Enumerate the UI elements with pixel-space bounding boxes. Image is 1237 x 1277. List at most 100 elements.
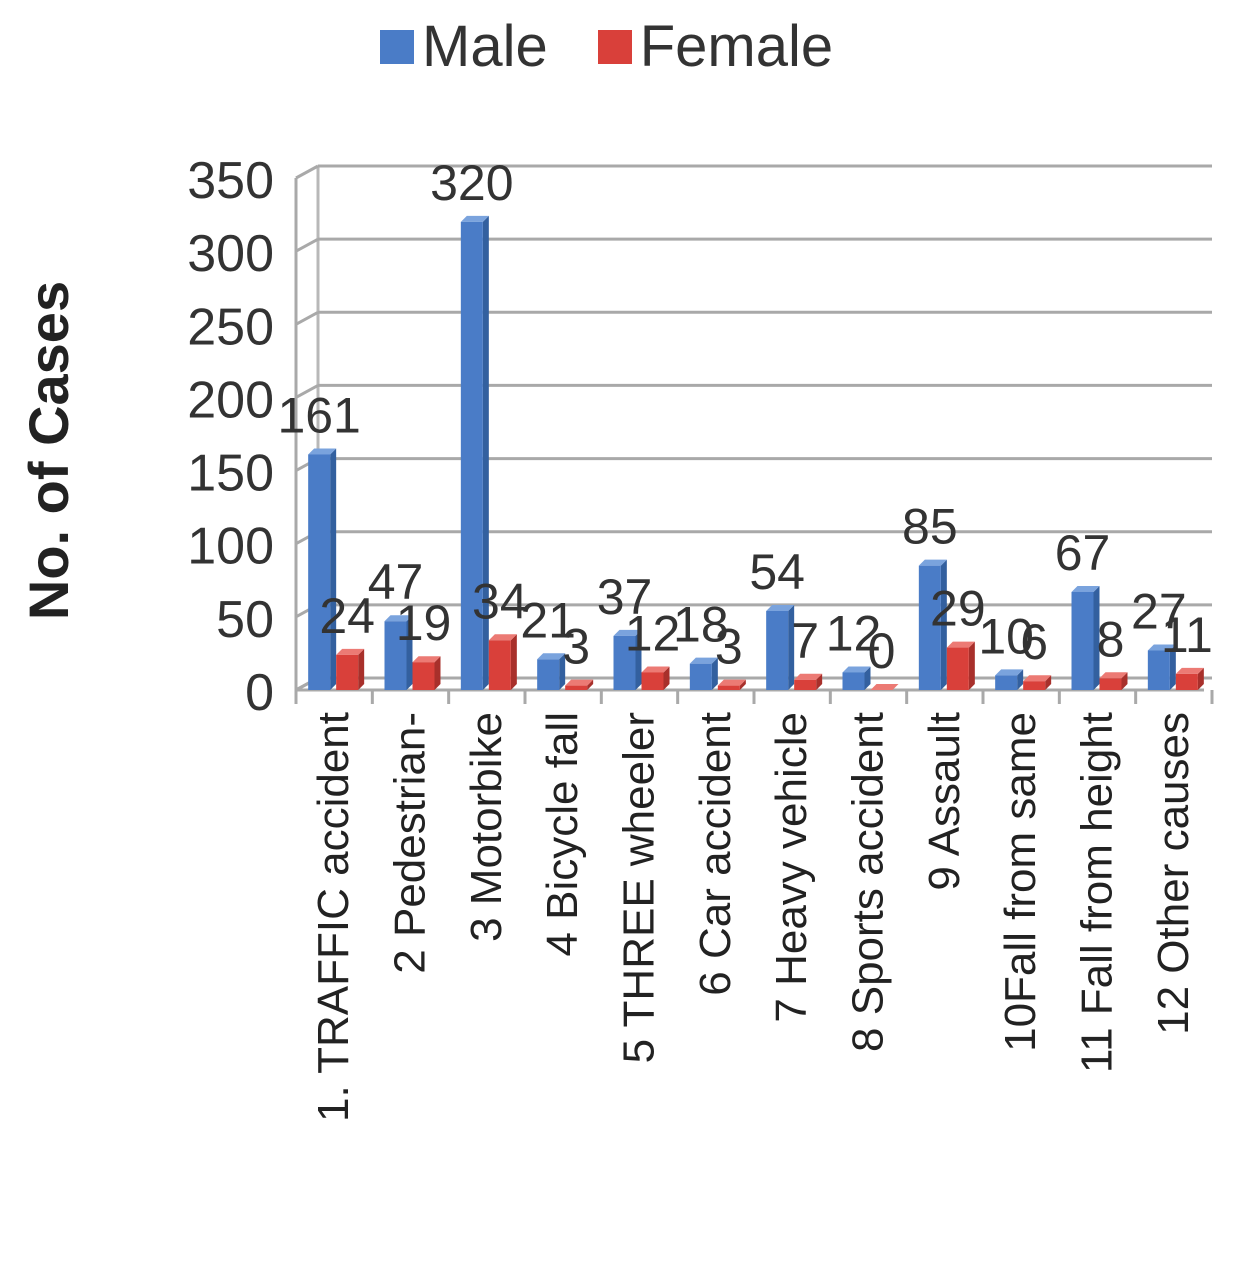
data-label-female-5: 12 <box>625 605 681 661</box>
bar-top-male-8 <box>842 666 871 673</box>
x-tick-label-8: 8 Sports accident <box>844 712 893 1052</box>
bar-side-male-11 <box>1093 585 1100 690</box>
bar-male-4 <box>537 659 560 690</box>
bar-top-male-7 <box>766 605 795 612</box>
y-tick-label: 300 <box>187 225 274 283</box>
bar-top-male-11 <box>1071 585 1100 592</box>
bar-male-6 <box>689 663 712 690</box>
x-tick-label-9: 9 Assault <box>920 712 969 891</box>
bar-side-female-9 <box>968 641 975 690</box>
bar-male-7 <box>766 611 789 690</box>
data-label-female-11: 8 <box>1097 611 1125 667</box>
data-label-male-12: 27 <box>1131 584 1187 640</box>
bar-female-7 <box>794 679 817 690</box>
legend-label-female: Female <box>639 14 834 79</box>
bar-female-1 <box>336 654 359 690</box>
bar-top-male-12 <box>1147 644 1176 651</box>
bar-top-male-5 <box>613 629 642 636</box>
bar-male-11 <box>1071 591 1094 690</box>
bar-top-female-11 <box>1099 672 1128 679</box>
bar-side-male-12 <box>1169 644 1176 690</box>
y-tick-label: 100 <box>187 518 274 576</box>
gridline-depth <box>295 384 319 399</box>
bar-top-male-4 <box>537 653 566 660</box>
legend-swatch-male <box>380 30 414 64</box>
bar-side-male-2 <box>406 615 413 690</box>
legend: Male Female <box>380 12 833 82</box>
y-tick-label: 50 <box>216 591 274 649</box>
bar-top-male-6 <box>689 657 718 664</box>
bar-side-male-4 <box>559 653 566 690</box>
bar-female-6 <box>717 685 740 690</box>
legend-label-male: Male <box>422 14 548 79</box>
x-tick-label-10: 10Fall from same <box>996 712 1045 1052</box>
data-label-male-10: 10 <box>978 608 1034 664</box>
data-label-female-12: 11 <box>1161 607 1213 663</box>
data-label-female-3: 34 <box>472 573 528 629</box>
bar-top-female-5 <box>641 666 670 673</box>
bar-side-female-11 <box>1121 672 1128 690</box>
y-tick-label: 150 <box>187 445 274 503</box>
bar-top-female-6 <box>717 679 746 686</box>
data-label-male-6: 18 <box>673 597 729 653</box>
bar-side-male-6 <box>711 657 718 690</box>
data-label-male-5: 37 <box>597 569 653 625</box>
bar-top-female-8 <box>870 684 899 690</box>
data-label-male-9: 85 <box>902 499 958 555</box>
bar-male-1 <box>308 454 331 690</box>
bar-side-female-12 <box>1197 667 1204 690</box>
gridline-depth <box>295 310 319 326</box>
bar-side-female-7 <box>816 673 823 690</box>
bar-side-female-5 <box>663 666 670 690</box>
bar-side-female-2 <box>434 656 441 690</box>
bar-side-male-5 <box>635 629 642 690</box>
data-label-male-11: 67 <box>1055 525 1111 581</box>
data-label-female-8: 0 <box>868 623 896 679</box>
data-label-male-2: 47 <box>368 554 424 610</box>
bar-top-male-3 <box>460 215 489 222</box>
bar-top-female-1 <box>336 648 365 655</box>
bar-male-2 <box>384 621 407 690</box>
data-label-female-1: 24 <box>319 588 375 644</box>
bar-top-female-2 <box>412 656 441 663</box>
bar-female-4 <box>565 685 588 690</box>
bar-female-10 <box>1023 681 1046 690</box>
x-tick-label-2: 2 Pedestrian- <box>386 712 435 974</box>
bar-male-10 <box>995 675 1018 690</box>
bar-side-male-7 <box>788 605 795 690</box>
bar-side-male-3 <box>482 215 489 690</box>
bar-male-9 <box>918 565 941 690</box>
x-tick-label-4: 4 Bicycle fall <box>538 712 587 957</box>
bar-side-female-3 <box>510 634 517 690</box>
x-tick-label-6: 6 Car accident <box>691 712 740 996</box>
x-tick-label-1: 1. TRAFFIC accident <box>309 712 358 1122</box>
bar-top-female-4 <box>565 679 594 686</box>
bar-side-female-4 <box>587 679 594 690</box>
data-label-female-4: 3 <box>562 619 590 675</box>
data-label-female-7: 7 <box>791 613 819 669</box>
legend-item-male: Male <box>380 18 548 76</box>
data-label-female-6: 3 <box>715 619 743 675</box>
x-tick-label-11: 11 Fall from height <box>1073 712 1122 1073</box>
bar-side-male-1 <box>330 448 337 690</box>
bar-female-5 <box>641 672 664 690</box>
bar-female-2 <box>412 662 435 690</box>
bar-male-8 <box>842 672 865 690</box>
bar-male-12 <box>1147 650 1170 690</box>
bar-top-female-12 <box>1175 667 1204 674</box>
data-label-male-1: 161 <box>277 387 360 443</box>
bar-male-5 <box>613 635 636 690</box>
data-label-male-4: 21 <box>520 592 576 648</box>
bar-side-female-1 <box>358 648 365 690</box>
bar-top-female-3 <box>488 634 517 641</box>
data-label-female-10: 6 <box>1020 614 1048 670</box>
x-tick-label-3: 3 Motorbike <box>462 712 511 942</box>
data-label-female-2: 19 <box>396 595 452 651</box>
bar-female-9 <box>946 647 969 690</box>
bar-female-3 <box>488 640 511 690</box>
data-label-male-8: 12 <box>826 605 882 661</box>
y-tick-label: 0 <box>245 664 274 722</box>
bar-top-male-10 <box>995 669 1024 676</box>
data-label-male-7: 54 <box>749 544 805 600</box>
